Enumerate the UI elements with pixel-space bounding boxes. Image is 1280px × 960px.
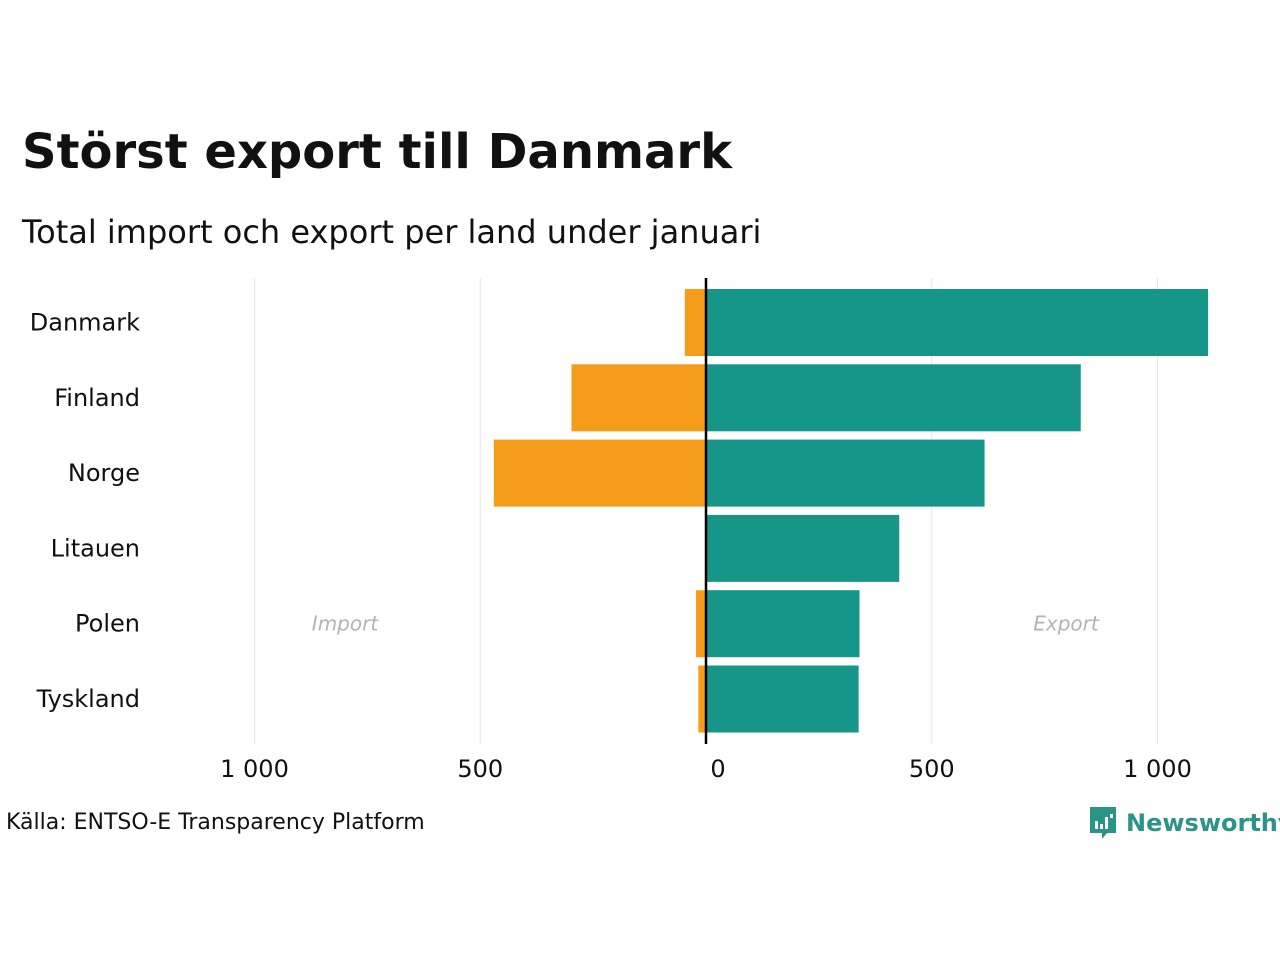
category-label-danmark: Danmark [30,309,140,337]
newsworthy-logo-icon [1090,807,1116,839]
import-side-label: Import [312,612,380,636]
category-label-finland: Finland [54,384,140,412]
export-bar-litauen [706,514,900,582]
category-label-polen: Polen [75,610,140,638]
category-label-litauen: Litauen [51,534,140,562]
chart-subtitle: Total import och export per land under j… [22,213,762,251]
category-label-tyskland: Tyskland [36,685,140,713]
x-tick-label-2: 0 [710,755,725,783]
x-tick-label-3: 500 [909,755,955,783]
diverging-bar-chart: DanmarkFinlandNorgeLitauenPolenTyskland … [30,278,1209,783]
category-labels: Danmark Finland Norge Litauen Polen Tyskland [30,309,140,714]
import-bar-polen [696,590,706,658]
export-bar-danmark [706,289,1209,356]
import-bar-tyskland [698,665,706,733]
export-side-label: Export [1033,612,1100,636]
category-label-norge: Norge [68,459,140,487]
chart-title: Störst export till Danmark [22,124,732,180]
newsworthy-logo: Newsworthy [1088,804,1280,842]
bars [493,289,1209,733]
export-bar-tyskland [706,665,859,733]
import-bar-finland [571,364,706,432]
x-tick-label-4: 1 000 [1123,755,1192,783]
x-axis-tick-labels: 1 000 500 0 500 1 000 [220,755,1192,783]
export-bar-finland [706,364,1081,432]
export-bar-polen [706,590,860,658]
newsworthy-logo-text: Newsworthy [1126,809,1280,837]
source-note: Källa: ENTSO-E Transparency Platform [6,810,425,835]
x-tick-label-1: 500 [457,755,503,783]
x-tick-label-0: 1 000 [220,755,289,783]
export-bar-norge [706,439,985,507]
import-bar-norge [493,439,706,507]
import-bar-danmark [684,289,706,356]
